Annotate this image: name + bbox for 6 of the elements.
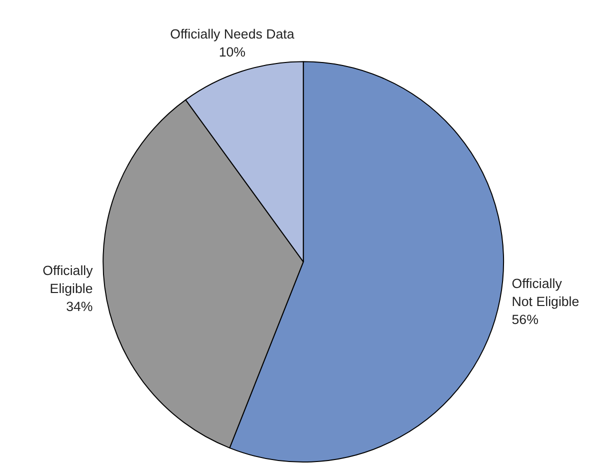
slice-label: Officially Eligible bbox=[42, 262, 94, 296]
data-label: 10% bbox=[218, 44, 246, 60]
data-label: 56% bbox=[512, 312, 539, 328]
slice-label: Officially Needs Data bbox=[170, 26, 295, 42]
slice-label: Officially Not Eligible bbox=[512, 276, 580, 310]
data-label: 34% bbox=[66, 298, 93, 314]
